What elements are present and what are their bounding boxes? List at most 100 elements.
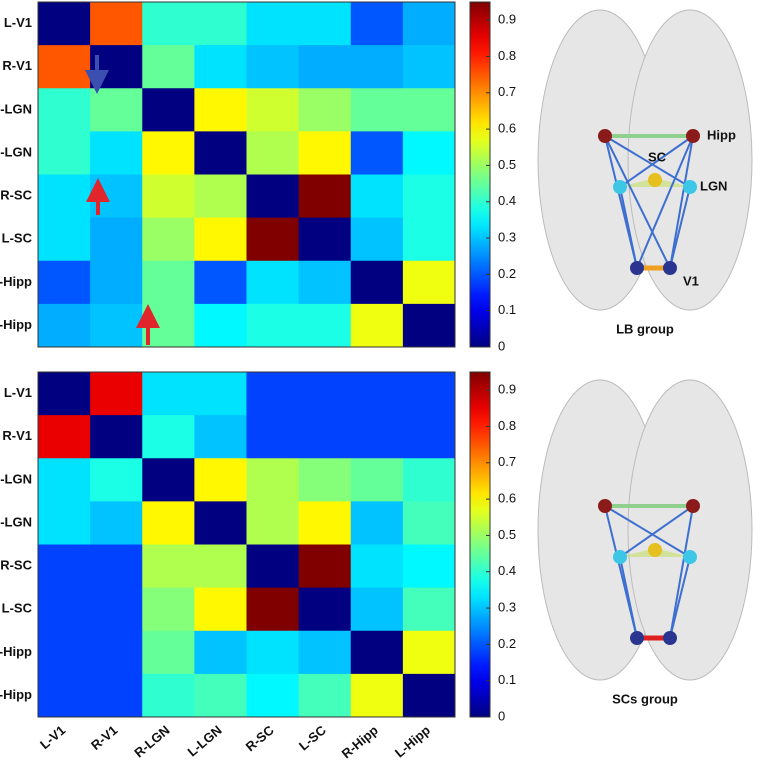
arrows <box>85 55 160 345</box>
heatmap-cell <box>90 372 143 416</box>
heatmap-cell <box>298 501 352 545</box>
heatmap-cell <box>350 501 404 545</box>
y-tick-label: L-LGN <box>0 144 32 159</box>
heatmap-cell <box>402 501 456 545</box>
colorbar-tick-label: 0.4 <box>498 563 516 578</box>
x-tick-label: R-Hipp <box>339 722 381 761</box>
heatmap-cell <box>402 217 456 262</box>
heatmap-cell <box>298 544 352 589</box>
colorbar <box>469 1 491 348</box>
heatmap-cell <box>194 303 247 348</box>
heatmap-cell <box>402 458 456 502</box>
heatmap-cell <box>350 303 404 348</box>
heatmap-cell <box>38 372 91 416</box>
heatmap-cell <box>142 217 195 262</box>
heatmap-cell <box>142 501 195 545</box>
heatmap-cell <box>194 673 247 718</box>
x-tick-label: R-V1 <box>88 722 120 753</box>
heatmap-cell <box>350 372 404 416</box>
heatmap-cell <box>350 217 404 262</box>
brain-label: V1 <box>683 273 699 288</box>
heatmap-cell <box>350 174 404 219</box>
heatmap-cell <box>90 544 143 589</box>
heatmap-cell <box>38 260 91 305</box>
heatmap-cell <box>350 2 404 46</box>
brain-label: SC <box>648 149 667 164</box>
heatmap-cell <box>246 544 300 589</box>
heatmap-cell <box>350 415 404 459</box>
heatmap-cell <box>90 2 143 46</box>
y-tick-label: R-SC <box>0 188 32 203</box>
heatmap-cell <box>298 458 352 502</box>
heatmap-cell <box>194 630 247 675</box>
heatmap-cell <box>194 217 247 262</box>
heatmap-cell <box>402 260 456 305</box>
heatmap-cell <box>402 372 456 416</box>
heatmap-cell <box>38 587 91 632</box>
y-tick-label: L-LGN <box>0 514 32 529</box>
heatmap-cell <box>246 2 300 46</box>
colorbar-tick-label: 0.5 <box>498 527 516 542</box>
heatmap-cell <box>246 372 300 416</box>
heatmap-cell <box>246 260 300 305</box>
heatmap-cell <box>90 673 143 718</box>
colorbar-tick-label: 0 <box>498 708 505 723</box>
heatmap-cell <box>194 174 247 219</box>
heatmap-cell <box>90 260 143 305</box>
x-tick-label: R-SC <box>243 722 277 754</box>
heatmap-cell <box>38 131 91 175</box>
heatmap-cell <box>350 544 404 589</box>
group-label: SCs group <box>612 691 678 706</box>
colorbar-tick-label: 0.7 <box>498 454 516 469</box>
heatmap-cell <box>38 458 91 502</box>
heatmap-cell <box>142 45 195 89</box>
colorbar-tick-label: 0.8 <box>498 48 516 63</box>
heatmap-cell <box>194 88 247 132</box>
brain-label: Hipp <box>707 127 736 142</box>
heatmap-cell <box>246 501 300 545</box>
heatmap-cell <box>38 303 91 348</box>
colorbar-tick-label: 0.5 <box>498 157 516 172</box>
heatmap-cell <box>38 630 91 675</box>
colorbar-tick-label: 0.1 <box>498 672 516 687</box>
brain: SCs group <box>537 379 753 706</box>
heatmap-cell <box>350 88 404 132</box>
heatmap-cell <box>142 587 195 632</box>
colorbar-tick-label: 0.7 <box>498 84 516 99</box>
heatmap-cell <box>246 45 300 89</box>
heatmap-cell <box>142 544 195 589</box>
heatmap-cell <box>298 217 352 262</box>
colorbar-tick-label: 0.2 <box>498 636 516 651</box>
heatmap-cell <box>246 303 300 348</box>
heatmap-cell <box>350 45 404 89</box>
y-tick-label: L-V1 <box>4 15 32 30</box>
heatmaps: L-V1 R-V1 R-LGN L-LGN R-SC L-SC R-Hipp L-Hipp 0 0… <box>0 1 516 761</box>
heatmap-cell <box>194 45 247 89</box>
heatmap-cell <box>90 217 143 262</box>
y-tick-label: R-Hipp <box>0 644 32 659</box>
y-tick-label: R-V1 <box>2 428 32 443</box>
heatmap-cell <box>402 303 456 348</box>
brain-label: LGN <box>700 178 727 193</box>
colorbar-tick-label: 0.2 <box>498 266 516 281</box>
heatmap-cell <box>194 501 247 545</box>
heatmap-cell <box>38 2 91 46</box>
heatmap-cell <box>90 587 143 632</box>
heatmap-cell <box>90 131 143 175</box>
heatmap-cell <box>142 2 195 46</box>
plot-frame <box>37 1 456 348</box>
heatmap-cell <box>298 2 352 46</box>
heatmap-cell <box>402 587 456 632</box>
heatmap-cell <box>90 630 143 675</box>
plot-frame <box>37 371 456 718</box>
heatmap-cell <box>298 131 352 175</box>
heatmap-cell <box>38 45 91 89</box>
heatmap-cell <box>298 174 352 219</box>
x-tick-label: L-LGN <box>185 722 225 759</box>
y-tick-label: R-LGN <box>0 471 32 486</box>
x-tick-label: L-V1 <box>37 722 68 752</box>
heatmap-cell <box>90 415 143 459</box>
heatmap-cell <box>350 587 404 632</box>
y-tick-label: L-SC <box>2 601 33 616</box>
heatmap-cell <box>142 131 195 175</box>
